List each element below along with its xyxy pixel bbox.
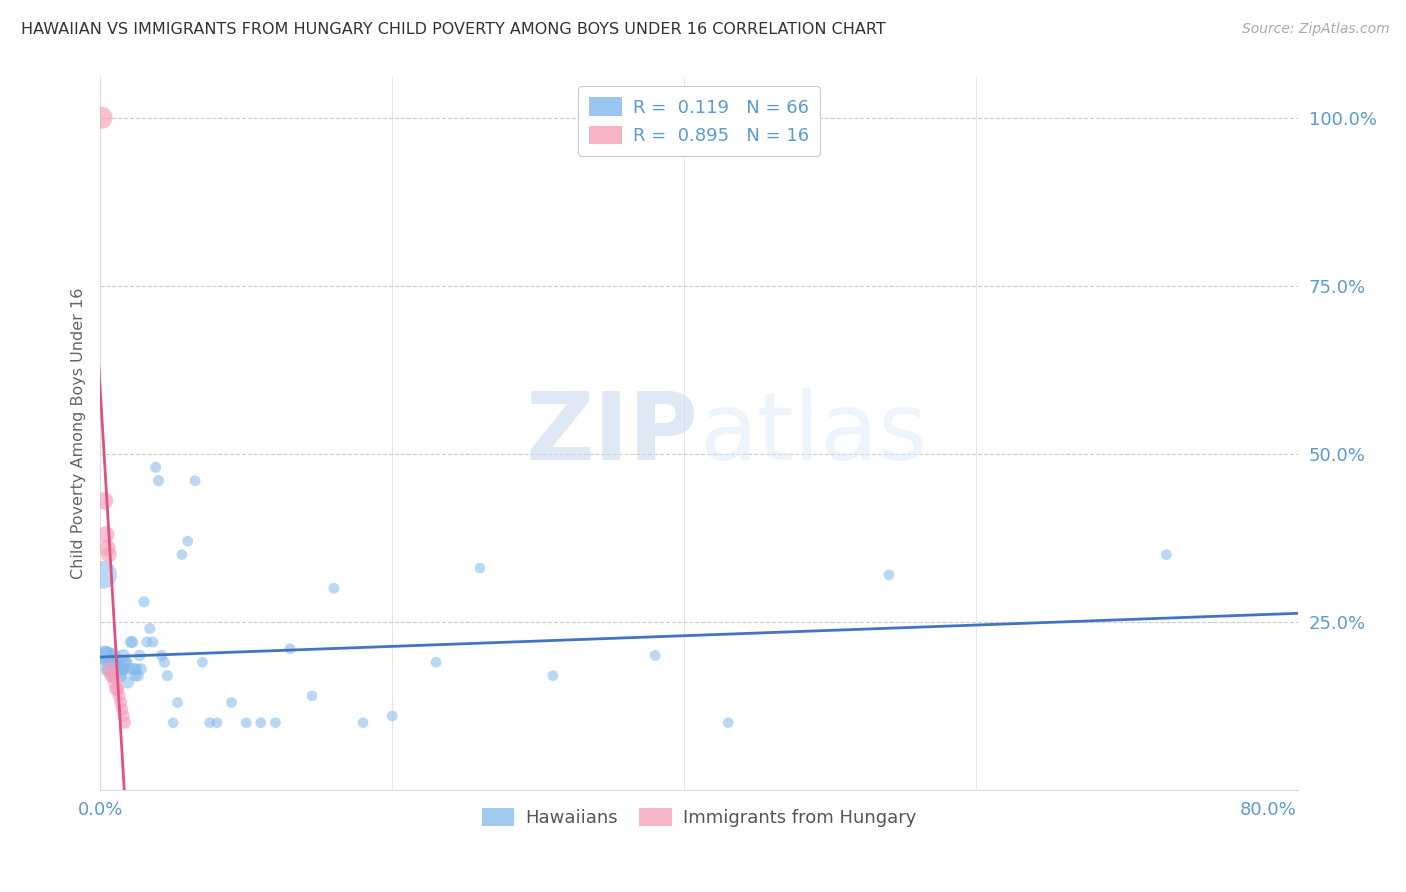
Point bbox=[108, 668, 131, 682]
Point bbox=[877, 567, 900, 582]
Point bbox=[117, 675, 139, 690]
Point bbox=[121, 635, 143, 649]
Y-axis label: Child Poverty Among Boys Under 16: Child Poverty Among Boys Under 16 bbox=[72, 288, 86, 580]
Point bbox=[115, 655, 138, 669]
Point bbox=[118, 662, 141, 676]
Point bbox=[235, 715, 257, 730]
Text: HAWAIIAN VS IMMIGRANTS FROM HUNGARY CHILD POVERTY AMONG BOYS UNDER 16 CORRELATIO: HAWAIIAN VS IMMIGRANTS FROM HUNGARY CHIL… bbox=[21, 22, 886, 37]
Point bbox=[198, 715, 221, 730]
Point bbox=[94, 527, 117, 541]
Point bbox=[97, 662, 120, 676]
Point bbox=[111, 662, 134, 676]
Point bbox=[122, 662, 145, 676]
Point bbox=[108, 689, 131, 703]
Point bbox=[93, 494, 115, 508]
Point bbox=[139, 622, 162, 636]
Point bbox=[104, 675, 127, 690]
Point bbox=[205, 715, 228, 730]
Point bbox=[112, 648, 135, 663]
Point bbox=[114, 655, 136, 669]
Point bbox=[184, 474, 207, 488]
Legend: Hawaiians, Immigrants from Hungary: Hawaiians, Immigrants from Hungary bbox=[475, 800, 924, 834]
Point bbox=[125, 662, 148, 676]
Point bbox=[128, 648, 150, 663]
Point bbox=[94, 648, 117, 663]
Point bbox=[114, 715, 136, 730]
Point bbox=[93, 648, 115, 663]
Point bbox=[381, 709, 404, 723]
Point bbox=[101, 668, 124, 682]
Point bbox=[301, 689, 323, 703]
Point bbox=[541, 668, 564, 682]
Point bbox=[425, 655, 447, 669]
Point bbox=[127, 668, 149, 682]
Point bbox=[107, 662, 129, 676]
Point bbox=[112, 662, 135, 676]
Point bbox=[142, 635, 165, 649]
Point bbox=[468, 561, 491, 575]
Point bbox=[108, 662, 131, 676]
Point bbox=[278, 641, 301, 656]
Point bbox=[644, 648, 666, 663]
Point bbox=[1156, 548, 1178, 562]
Point bbox=[120, 635, 142, 649]
Point bbox=[124, 668, 146, 682]
Point bbox=[717, 715, 740, 730]
Point bbox=[97, 548, 120, 562]
Point bbox=[98, 662, 121, 676]
Point bbox=[103, 668, 125, 682]
Point bbox=[110, 668, 132, 682]
Point bbox=[107, 662, 129, 676]
Point bbox=[145, 460, 167, 475]
Point bbox=[105, 662, 128, 676]
Point bbox=[153, 655, 176, 669]
Point bbox=[96, 648, 118, 663]
Point bbox=[162, 715, 184, 730]
Point bbox=[103, 648, 125, 663]
Point bbox=[170, 548, 193, 562]
Point bbox=[166, 696, 188, 710]
Point bbox=[322, 581, 344, 595]
Point bbox=[129, 662, 152, 676]
Point bbox=[104, 662, 127, 676]
Point bbox=[112, 709, 135, 723]
Point bbox=[191, 655, 214, 669]
Point bbox=[264, 715, 287, 730]
Point bbox=[90, 111, 112, 125]
Point bbox=[105, 655, 128, 669]
Point bbox=[132, 595, 155, 609]
Point bbox=[104, 655, 127, 669]
Point bbox=[111, 662, 134, 676]
Point bbox=[148, 474, 170, 488]
Point bbox=[177, 534, 200, 549]
Point bbox=[135, 635, 157, 649]
Text: atlas: atlas bbox=[699, 388, 927, 480]
Point bbox=[107, 682, 129, 697]
Text: ZIP: ZIP bbox=[526, 388, 699, 480]
Point bbox=[249, 715, 271, 730]
Point bbox=[98, 662, 121, 676]
Point bbox=[111, 702, 134, 716]
Text: Source: ZipAtlas.com: Source: ZipAtlas.com bbox=[1241, 22, 1389, 37]
Point bbox=[96, 541, 118, 555]
Point bbox=[110, 696, 132, 710]
Point bbox=[105, 682, 128, 697]
Point bbox=[221, 696, 243, 710]
Point bbox=[352, 715, 374, 730]
Point bbox=[156, 668, 179, 682]
Point bbox=[91, 567, 114, 582]
Point bbox=[150, 648, 173, 663]
Point bbox=[101, 655, 124, 669]
